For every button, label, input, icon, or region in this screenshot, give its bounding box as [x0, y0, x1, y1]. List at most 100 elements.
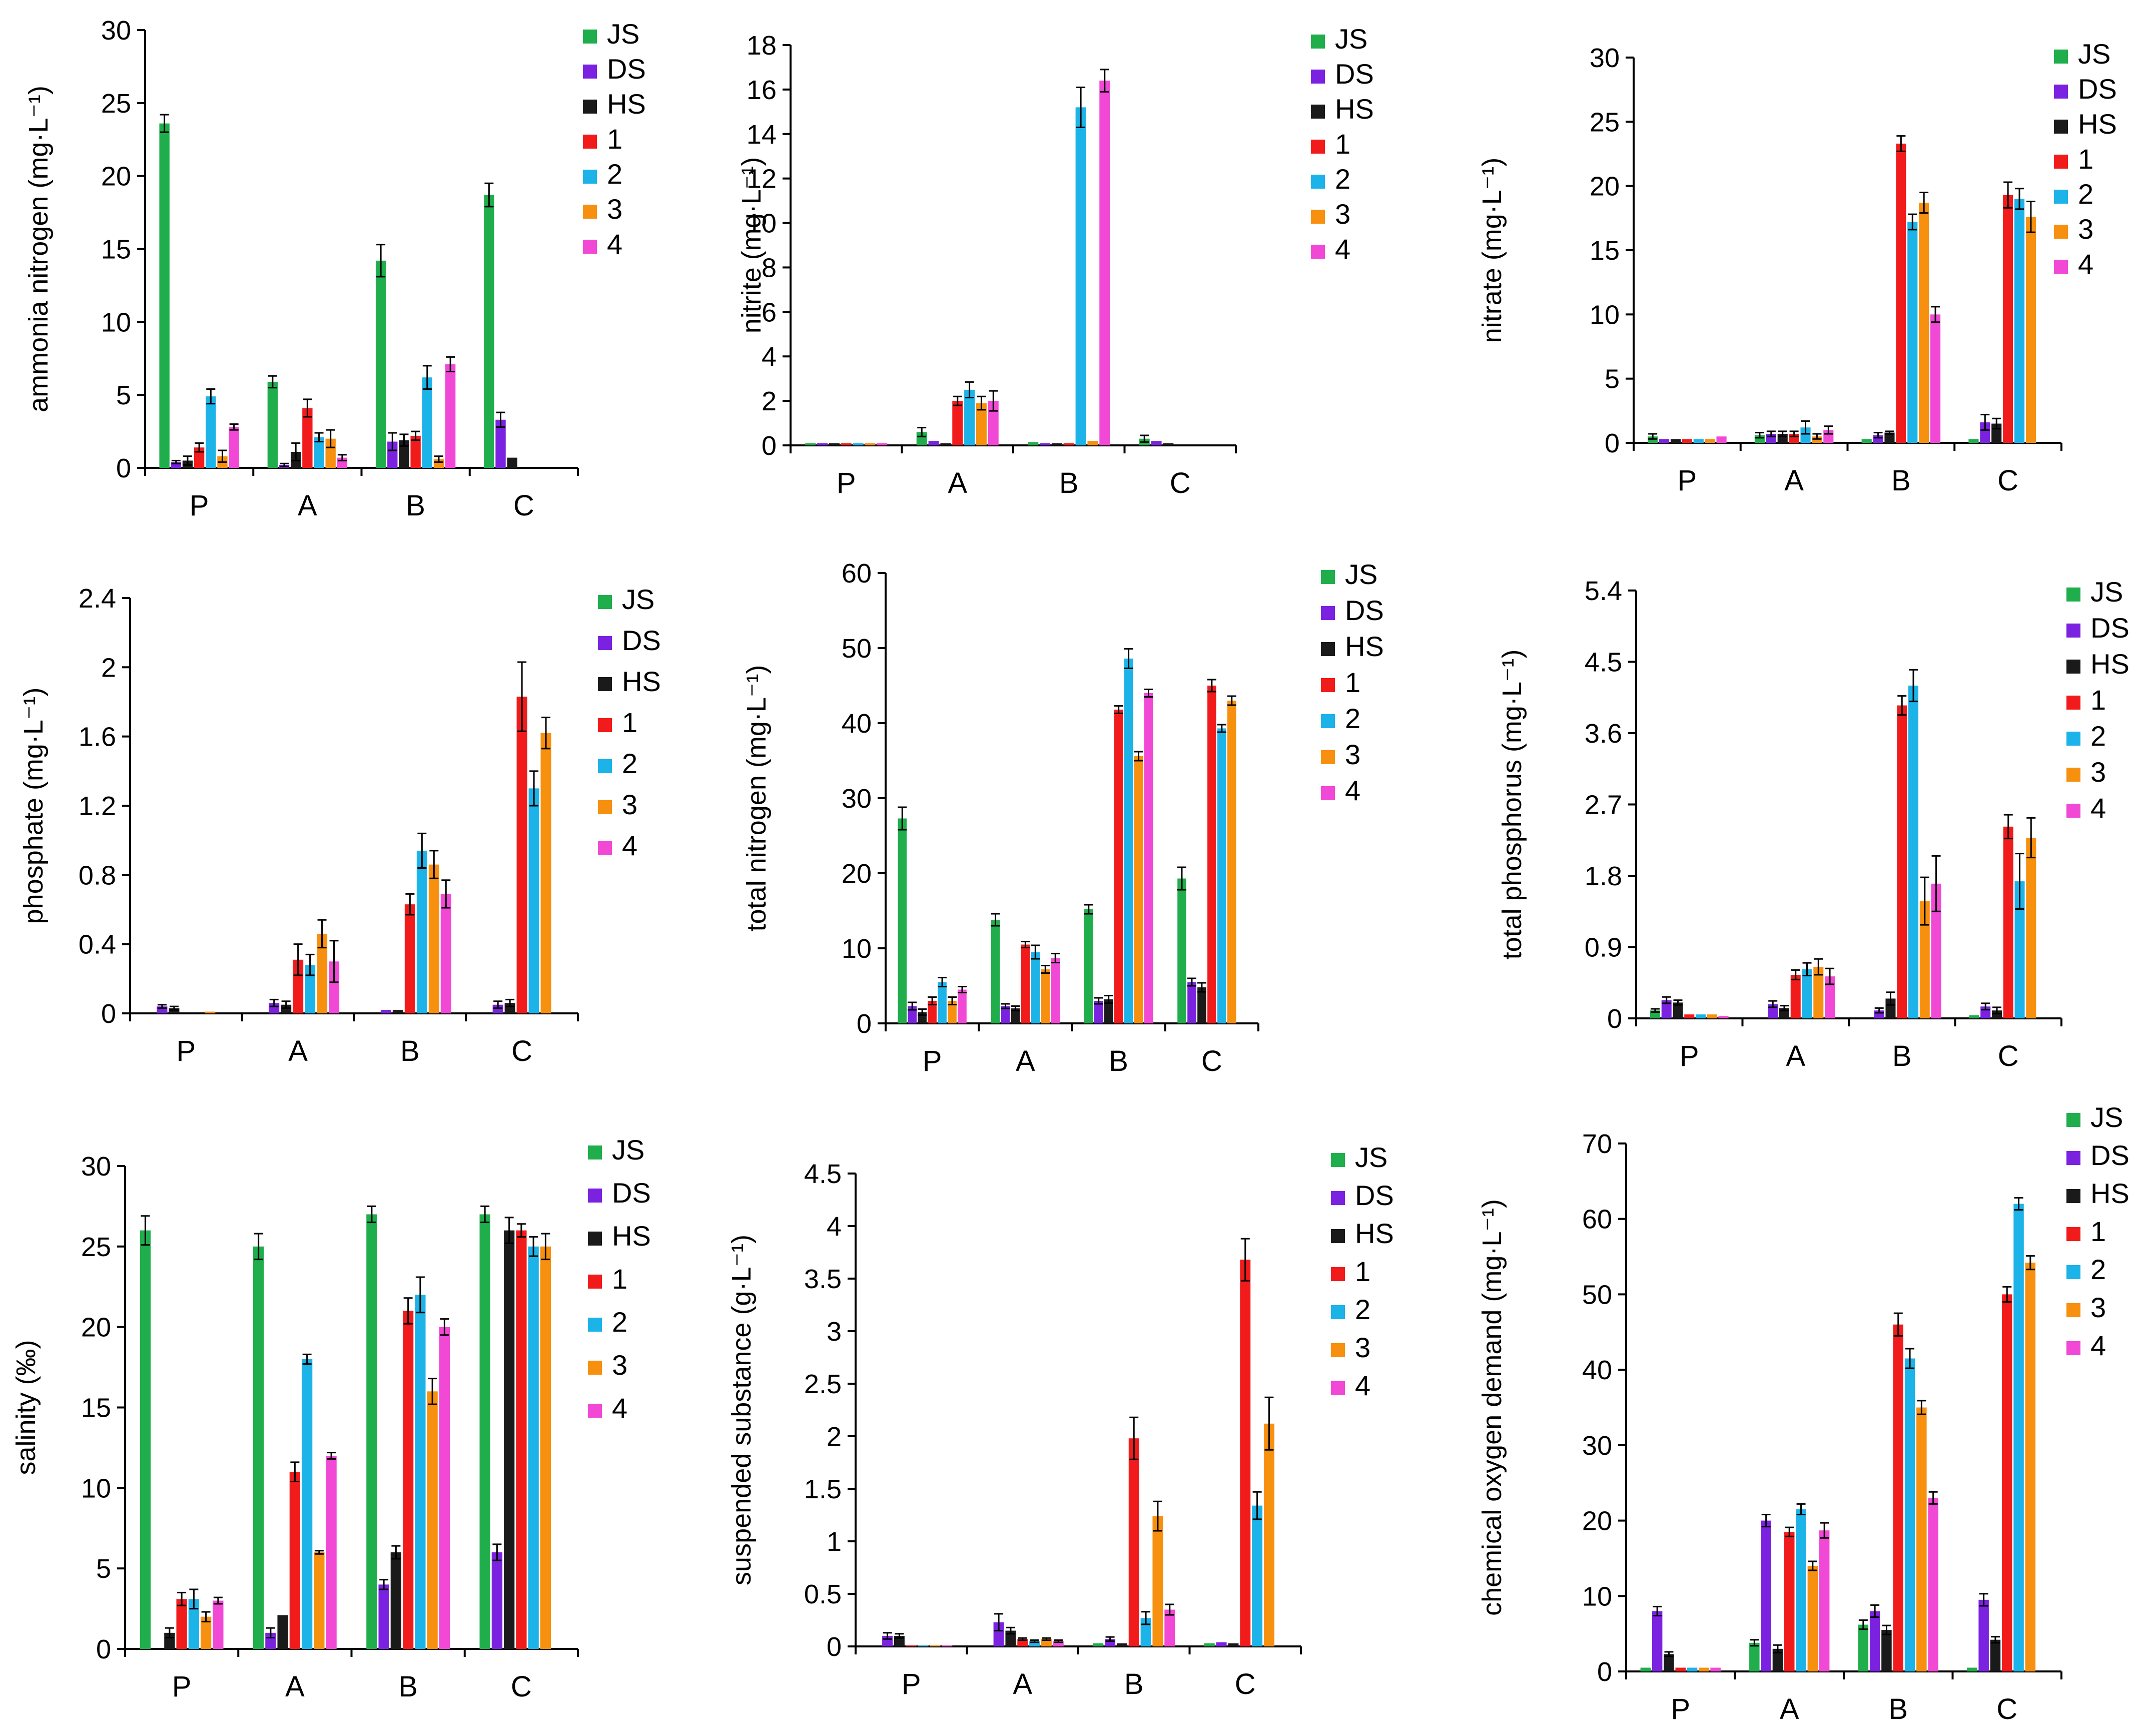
bar-1-P	[1684, 1014, 1695, 1018]
error-bar-2-A	[1796, 1503, 1806, 1516]
error-bar-3-B	[1919, 192, 1929, 214]
bar-1-C	[516, 697, 527, 1013]
bar-2-P	[1687, 1667, 1698, 1671]
legend-swatch-4	[1321, 786, 1335, 800]
legend-label-1: 1	[2090, 1216, 2106, 1247]
legend-swatch-4	[2066, 1341, 2080, 1355]
error-bar-JS-A	[991, 913, 1000, 927]
legend-label-4: 4	[1335, 233, 1350, 265]
bar-DS-P	[817, 443, 828, 445]
legend-swatch-4	[588, 1404, 602, 1418]
legend-swatch-DS	[588, 1189, 602, 1203]
legend-swatch-2	[2066, 1265, 2080, 1279]
y-tick-label: 0.5	[804, 1579, 842, 1609]
y-tick-label: 12	[747, 164, 777, 194]
y-tick-label: 3.6	[1585, 719, 1622, 749]
legend-label-HS: HS	[1355, 1218, 1394, 1249]
y-axis-title: salinity (‰)	[11, 1340, 41, 1475]
legend-swatch-3	[598, 800, 612, 814]
bar-3-C	[540, 733, 551, 1013]
bar-1-B	[1114, 710, 1123, 1023]
error-bar-DS-P	[908, 1001, 917, 1011]
y-tick-label: 2	[101, 653, 116, 683]
bar-DS-B	[378, 1584, 389, 1649]
bar-1-A	[302, 408, 313, 468]
legend-label-2: 2	[2090, 1254, 2106, 1285]
bar-HS-C	[507, 457, 517, 468]
error-bar-4-B	[440, 1318, 449, 1336]
error-bar-1-B	[405, 893, 415, 916]
legend-swatch-DS	[1321, 606, 1335, 620]
bar-4-A	[1053, 1641, 1064, 1646]
category-label: P	[923, 1045, 942, 1077]
error-bar-JS-B	[367, 1205, 376, 1224]
error-bar-2-P	[206, 388, 216, 405]
error-bar-1-C	[1207, 679, 1216, 693]
bar-3-A	[1041, 1639, 1052, 1646]
error-bar-DS-B	[1105, 1636, 1115, 1642]
error-bar-2-A	[1802, 962, 1812, 976]
y-tick-label: 15	[101, 235, 131, 265]
bar-HS-C	[504, 1003, 515, 1013]
error-bar-DS-B	[388, 432, 397, 451]
error-bar-JS-A	[917, 426, 927, 437]
bar-DS-C	[492, 1004, 503, 1013]
error-bar-3-B	[429, 850, 439, 879]
error-bar-DS-A	[266, 1627, 275, 1638]
bar-3-C	[1227, 701, 1236, 1023]
y-tick-label: 60	[1582, 1205, 1612, 1235]
legend-swatch-1	[2054, 155, 2068, 169]
legend-swatch-HS	[2054, 120, 2068, 134]
legend-label-HS: HS	[2090, 648, 2129, 680]
y-axis-title: total phosphorus (mg·L⁻¹)	[1497, 650, 1527, 960]
legend-label-2: 2	[612, 1306, 627, 1338]
legend: JS DS HS 1 2 3 4	[1321, 558, 1384, 806]
category-label: A	[288, 1035, 308, 1067]
error-bar-1-A	[1789, 430, 1799, 437]
bar-3-C	[540, 1246, 551, 1649]
category-label: P	[172, 1670, 192, 1703]
error-bar-3-C	[2025, 1255, 2035, 1271]
legend-label-HS: HS	[2090, 1178, 2129, 1209]
error-bar-DS-A	[1761, 1514, 1771, 1528]
y-tick-label: 0	[1605, 428, 1620, 458]
y-tick-label: 0	[827, 1632, 842, 1662]
y-tick-label: 30	[81, 1151, 111, 1182]
error-bar-3-C	[2026, 200, 2035, 233]
y-tick-label: 0	[762, 431, 777, 461]
legend-label-2: 2	[2078, 178, 2093, 210]
category-label: C	[1997, 464, 2018, 497]
y-tick-label: 1.2	[79, 791, 116, 821]
error-bar-1-B	[1897, 695, 1907, 716]
y-tick-label: 5	[96, 1554, 111, 1584]
error-bar-DS-C	[496, 411, 505, 428]
error-bar-4-B	[1165, 1603, 1174, 1616]
y-tick-label: 0.9	[1585, 933, 1622, 963]
error-bar-3-P	[218, 449, 227, 463]
legend-label-1: 1	[2078, 143, 2093, 175]
y-tick-label: 20	[1582, 1506, 1612, 1536]
legend-label-1: 1	[607, 123, 622, 155]
legend-label-HS: HS	[1345, 631, 1384, 662]
legend-label-HS: HS	[1335, 93, 1374, 125]
legend-swatch-2	[598, 759, 612, 773]
legend-label-1: 1	[622, 707, 637, 738]
bar-HS-C	[1197, 987, 1206, 1023]
bar-4-B	[1928, 1498, 1938, 1671]
bar-1-A	[1784, 1532, 1795, 1671]
bar-JS-B	[375, 260, 386, 468]
legend-swatch-HS	[1321, 642, 1335, 656]
error-bar-1-B	[1129, 1416, 1139, 1460]
error-bar-JS-C	[1177, 866, 1187, 891]
bar-3-P	[200, 1616, 212, 1649]
y-tick-label: 0.4	[79, 930, 116, 960]
bar-2-P	[938, 982, 947, 1023]
error-bar-3-A	[1812, 433, 1822, 440]
y-tick-label: 1.8	[1585, 861, 1622, 891]
legend-swatch-JS	[2066, 1113, 2080, 1127]
bar-JS-C	[484, 195, 494, 468]
error-bar-4-P	[229, 423, 239, 431]
y-tick-label: 0.8	[79, 860, 116, 890]
legend-swatch-2	[2054, 190, 2068, 204]
